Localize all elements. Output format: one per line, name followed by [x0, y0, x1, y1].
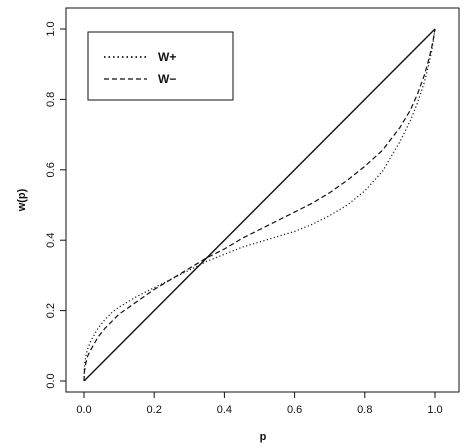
x-tick-label: 0.4	[217, 404, 232, 416]
y-tick-label: 0.0	[45, 373, 57, 388]
series-line-w-minus	[83, 28, 436, 382]
series-layer	[83, 28, 436, 382]
y-tick-label: 0.4	[45, 233, 57, 248]
x-axis-label: p	[260, 431, 267, 443]
y-tick-label: 0.8	[45, 92, 57, 107]
plot-frame	[65, 7, 460, 393]
x-tick-label: 1.0	[427, 404, 442, 416]
y-tick-label: 0.6	[45, 162, 57, 177]
legend-label-w-minus: W−	[158, 72, 176, 86]
legend: W+ W−	[87, 31, 234, 101]
series-line-identity	[83, 28, 436, 382]
x-tick-label: 0.6	[287, 404, 302, 416]
x-axis: 0.0 0.2 0.4 0.6 0.8 1.0	[76, 392, 443, 416]
y-tick-label: 0.2	[45, 303, 57, 318]
x-tick-label: 0.0	[76, 404, 91, 416]
x-tick-label: 0.8	[357, 404, 372, 416]
y-axis: 0.0 0.2 0.4 0.6 0.8 1.0	[45, 21, 66, 389]
legend-label-w-plus: W+	[158, 50, 176, 64]
x-tick-label: 0.2	[147, 404, 162, 416]
y-tick-label: 1.0	[45, 21, 57, 36]
y-axis-label: w(p)	[16, 188, 28, 212]
legend-box	[87, 31, 234, 101]
